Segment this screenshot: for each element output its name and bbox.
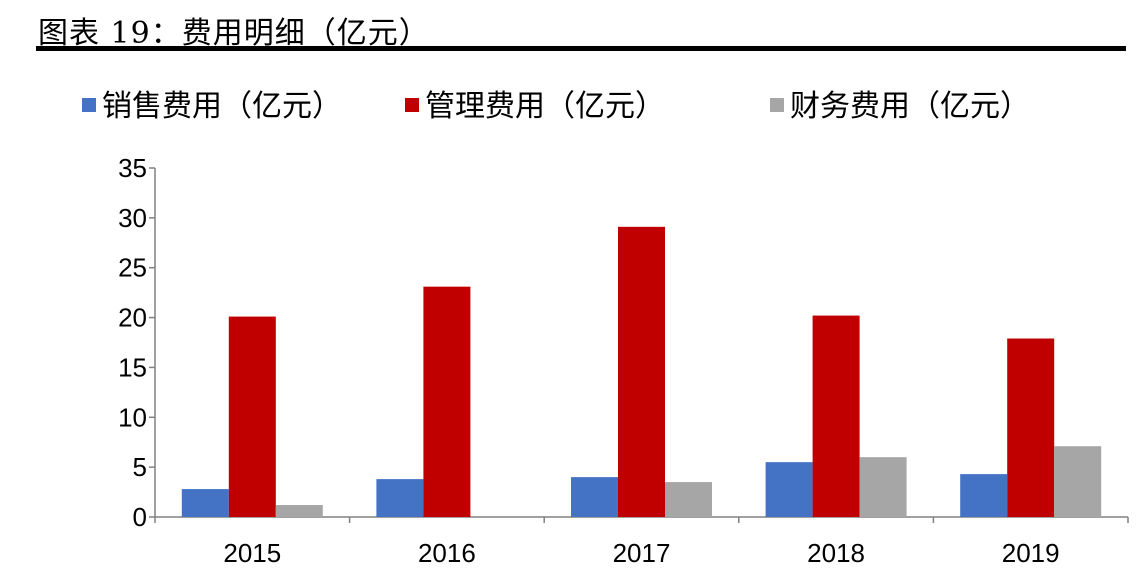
y-tick-label: 15	[118, 352, 147, 382]
bar-2-2015	[228, 316, 276, 517]
bar-1-2019	[960, 474, 1008, 517]
x-tick-label: 2018	[807, 538, 865, 568]
legend-label-2: 管理费用（亿元）	[425, 89, 665, 124]
y-tick-label: 20	[118, 303, 147, 333]
x-tick-label: 2016	[418, 538, 476, 568]
y-tick-label: 25	[118, 253, 147, 283]
legend-label-3: 财务费用（亿元）	[790, 89, 1030, 124]
x-axis: 2015 2016 2017 2018 2019	[154, 516, 1129, 568]
bar-3-2019	[1054, 446, 1102, 517]
bar-2-2017	[618, 226, 665, 517]
bar-3-2018	[859, 457, 907, 517]
bar-1-2016	[376, 479, 424, 517]
chart-legend: 销售费用（亿元） 管理费用（亿元） 财务费用（亿元）	[82, 89, 1030, 124]
legend-label-1: 销售费用（亿元）	[102, 89, 342, 124]
bar-3-2017	[665, 482, 712, 517]
y-tick-label: 0	[133, 502, 147, 532]
bar-1-2015	[181, 489, 229, 517]
bar-2-2018	[812, 315, 860, 517]
bar-1-2017	[571, 477, 618, 517]
y-axis: 0 5 10 15 20 25 30 35	[118, 153, 156, 532]
figure-title: 图表 19：费用明细（亿元）	[38, 16, 430, 51]
bar-1-2018	[765, 462, 813, 517]
y-tick-label: 30	[118, 203, 147, 233]
bar-3-2015	[275, 505, 323, 517]
y-tick-label: 10	[118, 402, 147, 432]
x-tick-label: 2017	[613, 538, 671, 568]
bars	[181, 226, 1102, 517]
title-divider	[36, 46, 1126, 51]
x-tick-label: 2015	[223, 538, 281, 568]
bar-2-2016	[423, 286, 471, 517]
legend-swatch-1	[82, 98, 96, 112]
y-tick-label: 35	[118, 153, 147, 183]
bar-2-2019	[1007, 338, 1055, 517]
legend-swatch-2	[405, 98, 419, 112]
legend-swatch-3	[770, 98, 784, 112]
x-tick-label: 2019	[1002, 538, 1060, 568]
y-tick-label: 5	[133, 452, 147, 482]
